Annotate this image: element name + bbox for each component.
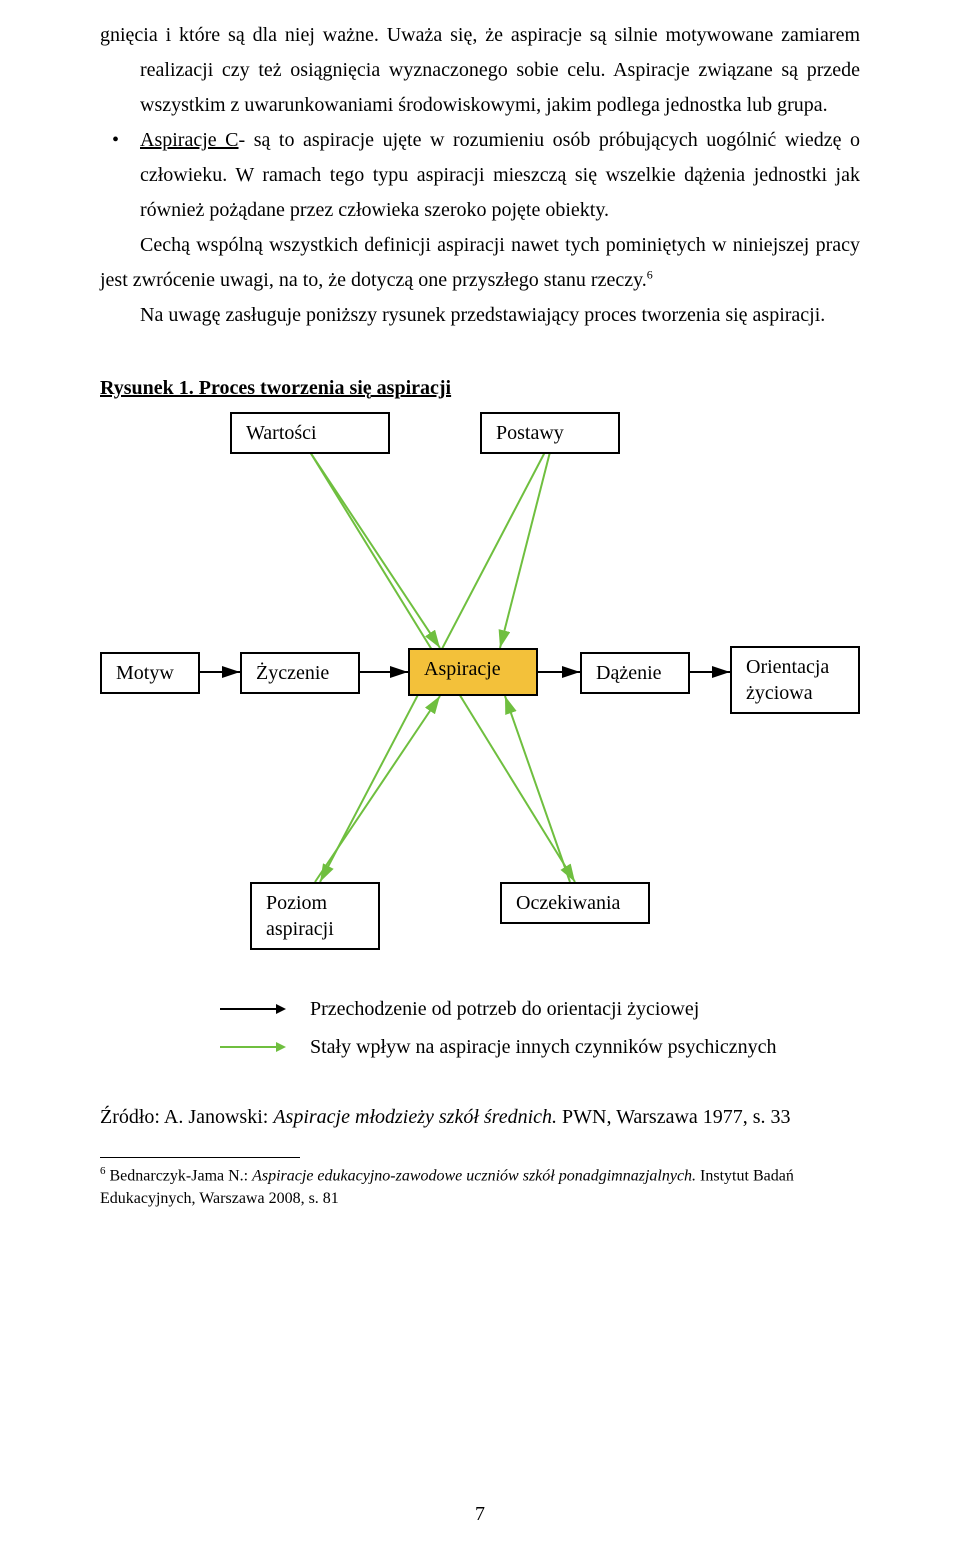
- source-citation: Źródło: A. Janowski: Aspiracje młodzieży…: [100, 1106, 860, 1129]
- bullet-marker: •: [100, 123, 140, 228]
- node-dazenie: Dążenie: [580, 652, 690, 694]
- body-text: gnięcia i które są dla niej ważne. Uważa…: [100, 18, 860, 333]
- legend-label-1: Przechodzenie od potrzeb do orientacji ż…: [310, 990, 699, 1028]
- node-orientacja: Orientacja życiowa: [730, 646, 860, 714]
- paragraph-1: gnięcia i które są dla niej ważne. Uważa…: [100, 18, 860, 123]
- node-oczekiwania: Oczekiwania: [500, 882, 650, 924]
- bullet-body: Aspiracje C- są to aspiracje ujęte w roz…: [140, 123, 860, 228]
- bullet-underlined-label: Aspiracje C: [140, 129, 239, 151]
- page-number: 7: [0, 1503, 960, 1526]
- node-poziom: Poziom aspiracji: [250, 882, 380, 950]
- footnote-rule: [100, 1157, 300, 1158]
- arrow-icon: [220, 1002, 286, 1016]
- footnote-ref: 6: [647, 267, 653, 281]
- bullet-item: • Aspiracje C- są to aspiracje ujęte w r…: [100, 123, 860, 228]
- node-postawy: Postawy: [480, 412, 620, 454]
- legend-row-black: Przechodzenie od potrzeb do orientacji ż…: [220, 990, 860, 1028]
- node-wartosci: Wartości: [230, 412, 390, 454]
- footnote: 6 Bednarczyk-Jama N.: Aspiracje edukacyj…: [100, 1164, 860, 1210]
- legend-row-green: Stały wpływ na aspiracje innych czynnikó…: [220, 1028, 860, 1066]
- node-aspiracje: Aspiracje: [408, 648, 538, 696]
- legend: Przechodzenie od potrzeb do orientacji ż…: [100, 990, 860, 1066]
- paragraph-3: Na uwagę zasługuje poniższy rysunek prze…: [100, 298, 860, 333]
- diagram: Wartości Postawy Motyw Życzenie Aspiracje Dąż…: [100, 412, 860, 972]
- figure-title: Rysunek 1. Proces tworzenia się aspiracj…: [100, 377, 860, 400]
- paragraph-2: Cechą wspólną wszystkich definicji aspir…: [100, 228, 860, 298]
- arrow-icon: [220, 1040, 286, 1054]
- legend-label-2: Stały wpływ na aspiracje innych czynnikó…: [310, 1028, 777, 1066]
- node-zyczenie: Życzenie: [240, 652, 360, 694]
- bullet-rest: - są to aspiracje ujęte w rozumieniu osó…: [140, 129, 860, 221]
- node-motyw: Motyw: [100, 652, 200, 694]
